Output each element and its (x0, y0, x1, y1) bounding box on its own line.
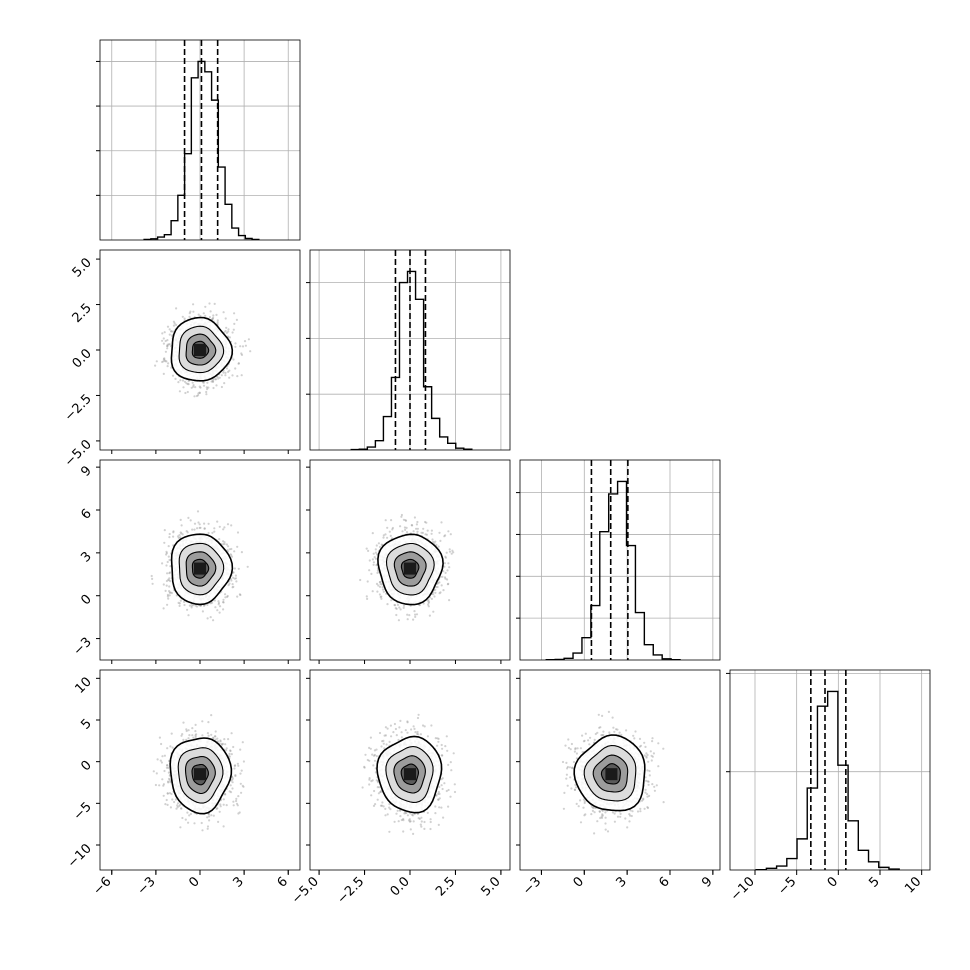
x-tick-label: 3 (230, 874, 246, 890)
histogram-step (545, 480, 681, 660)
y-tick-label: 6 (78, 506, 94, 522)
hist-panel-2 (516, 459, 721, 661)
x-tick-label: 0 (186, 874, 202, 890)
x-tick-label: 6 (275, 874, 291, 890)
x-tick-label: −5.0 (289, 874, 322, 907)
scatter-panel-3-1 (306, 669, 511, 874)
axis-frame (99, 249, 301, 451)
hist-panel-0 (96, 39, 301, 241)
histogram-step (755, 690, 900, 870)
axis-frame (519, 459, 721, 661)
x-tick-label: 0 (825, 874, 841, 890)
density-peak (194, 768, 206, 781)
density-peak (404, 768, 416, 781)
x-tick-label: 3 (614, 874, 630, 890)
scatter-panel-3-2 (516, 669, 721, 874)
x-tick-label: 0.0 (388, 874, 413, 899)
axis-frame (519, 669, 721, 871)
x-tick-label: 10 (902, 874, 924, 896)
y-tick-label: −5 (71, 800, 95, 824)
density-peak (194, 562, 206, 575)
x-tick-label: −5 (775, 874, 799, 898)
y-tick-label: 0.0 (70, 346, 95, 371)
density-peak (194, 344, 206, 356)
scatter-panel-3-0 (96, 669, 301, 874)
x-tick-label: 5.0 (479, 874, 504, 899)
y-tick-label: 10 (73, 675, 95, 697)
axis-frame (309, 459, 511, 661)
axis-frame (99, 39, 301, 241)
x-tick-label: −3 (520, 874, 544, 898)
density-peak (605, 768, 618, 781)
axis-frame (729, 669, 931, 871)
y-tick-label: 3 (78, 549, 94, 565)
scatter-panel-1-0 (96, 249, 301, 454)
y-tick-label: 5.0 (70, 255, 95, 280)
scatter-panel-2-1 (306, 459, 511, 664)
y-tick-label: −5.0 (62, 437, 95, 470)
y-tick-label: −10 (65, 841, 95, 871)
density-peak (404, 562, 416, 575)
hist-panel-1 (306, 249, 511, 451)
x-tick-label: 6 (656, 874, 672, 890)
y-tick-label: −3 (71, 635, 95, 659)
x-tick-label: −6 (90, 874, 114, 898)
axis-frame (309, 249, 511, 451)
y-tick-label: 2.5 (70, 301, 95, 326)
y-tick-label: −2.5 (62, 392, 95, 425)
x-tick-label: −2.5 (334, 874, 367, 907)
hist-panel-3 (726, 669, 931, 871)
y-tick-label: 0 (78, 758, 94, 774)
x-tick-label: 2.5 (433, 874, 458, 899)
scatter-panel-2-0 (96, 459, 301, 664)
y-tick-label: 0 (78, 592, 94, 608)
axis-frame (99, 459, 301, 661)
x-tick-label: 0 (571, 874, 587, 890)
x-tick-label: −10 (728, 874, 758, 904)
histogram-step (350, 270, 473, 450)
x-tick-label: −3 (135, 874, 159, 898)
x-tick-label: 9 (699, 874, 715, 890)
x-tick-label: 5 (866, 874, 882, 890)
y-tick-label: 9 (78, 463, 94, 479)
y-tick-label: 5 (78, 716, 94, 732)
